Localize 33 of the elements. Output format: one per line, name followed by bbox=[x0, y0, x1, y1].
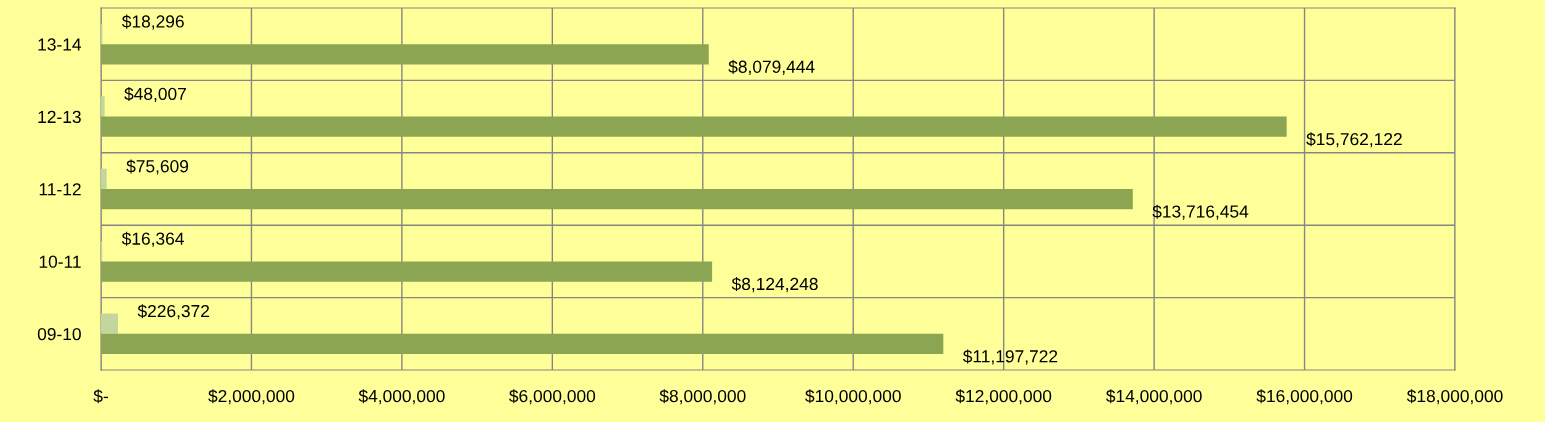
data-label: $8,124,248 bbox=[731, 277, 818, 293]
bar bbox=[101, 313, 119, 334]
bar bbox=[101, 116, 1287, 137]
x-tick-label: $8,000,000 bbox=[659, 389, 746, 405]
bar bbox=[101, 44, 709, 65]
data-label: $75,609 bbox=[126, 159, 189, 175]
x-tick-label: $14,000,000 bbox=[1106, 389, 1202, 405]
x-tick-label: $16,000,000 bbox=[1256, 389, 1353, 405]
bar bbox=[101, 333, 944, 355]
bar bbox=[101, 96, 105, 117]
data-label: $8,079,444 bbox=[728, 59, 815, 75]
bar bbox=[101, 261, 713, 282]
y-tick-label: 09-10 bbox=[37, 327, 81, 341]
y-tick-label: 12-13 bbox=[38, 110, 81, 124]
x-tick-label: $18,000,000 bbox=[1406, 389, 1503, 405]
x-tick-label: $6,000,000 bbox=[509, 389, 596, 405]
y-tick-label: 13-14 bbox=[38, 38, 82, 51]
data-label: $48,007 bbox=[124, 86, 186, 103]
x-tick-label: $- bbox=[93, 389, 108, 404]
data-label: $16,364 bbox=[121, 231, 184, 247]
data-label: $226,372 bbox=[137, 304, 210, 320]
y-tick-label: 11-12 bbox=[39, 183, 81, 196]
y-tick-label: 10-11 bbox=[39, 255, 81, 268]
x-tick-label: $12,000,000 bbox=[955, 389, 1052, 405]
bar bbox=[101, 189, 1133, 210]
bar bbox=[101, 168, 107, 189]
x-tick-label: $2,000,000 bbox=[208, 389, 295, 405]
data-label: $11,197,722 bbox=[962, 349, 1058, 365]
data-label: $15,762,122 bbox=[1306, 132, 1402, 148]
data-label: $13,716,454 bbox=[1152, 204, 1249, 220]
data-label: $18,296 bbox=[122, 14, 184, 30]
x-tick-label: $4,000,000 bbox=[358, 389, 445, 405]
x-tick-label: $10,000,000 bbox=[805, 389, 901, 405]
